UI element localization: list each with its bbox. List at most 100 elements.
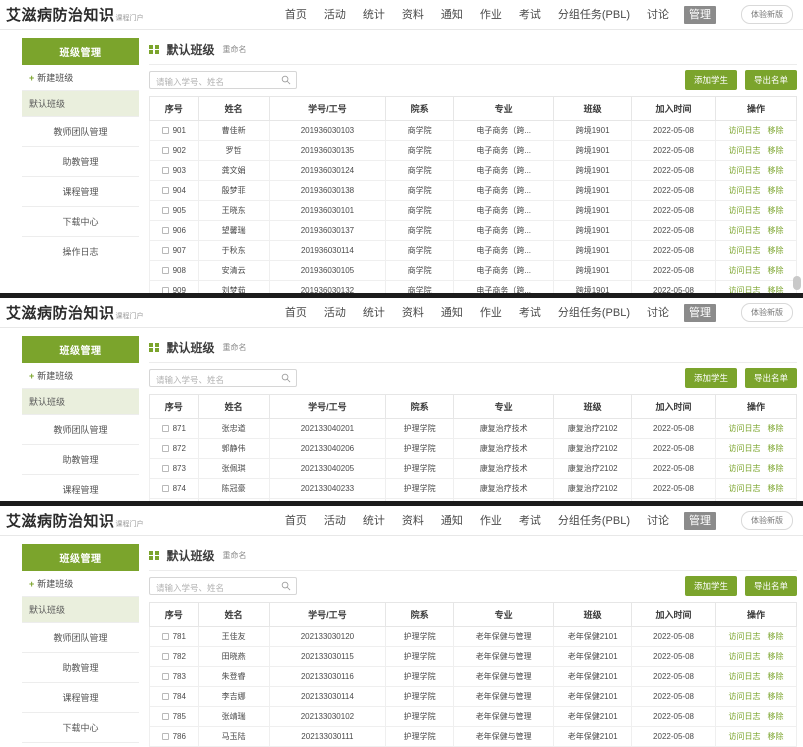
nav-item-discussion[interactable]: 讨论 xyxy=(647,8,669,21)
col-header-actions[interactable]: 操作 xyxy=(715,96,797,121)
brand[interactable]: 艾滋病防治知识 课程门户 xyxy=(6,510,144,531)
col-header-actions[interactable]: 操作 xyxy=(715,394,797,419)
nav-item-materials[interactable]: 资料 xyxy=(401,306,424,319)
col-header-class[interactable]: 班级 xyxy=(553,602,632,627)
remove-link[interactable]: 移除 xyxy=(767,732,784,741)
table-row[interactable]: 786 马玉陆 202133030111 护理学院 老年保健与管理 老年保健2101 202… xyxy=(149,726,797,747)
remove-link[interactable]: 移除 xyxy=(767,632,784,641)
table-row[interactable]: 908 安清云 201936030105 商学院 电子商务（跨... 跨境1901 2022… xyxy=(149,260,797,281)
sidebar-item-default-class[interactable]: 默认班级 xyxy=(22,91,139,116)
row-checkbox[interactable] xyxy=(161,425,169,433)
visit-log-link[interactable]: 访问日志 xyxy=(728,166,761,175)
rename-link[interactable]: 重命名 xyxy=(222,45,247,54)
nav-item-homework[interactable]: 作业 xyxy=(479,306,502,319)
remove-link[interactable]: 移除 xyxy=(767,444,784,453)
row-checkbox[interactable] xyxy=(161,247,169,255)
remove-link[interactable]: 移除 xyxy=(767,206,784,215)
sidebar-item-operation-log[interactable]: 操作日志 xyxy=(22,236,139,266)
remove-link[interactable]: 移除 xyxy=(767,166,784,175)
table-row[interactable]: 901 曹佳新 201936030103 商学院 电子商务（跨... 跨境1901 2022… xyxy=(149,120,797,141)
sidebar-item-download-center[interactable]: 下载中心 xyxy=(22,206,139,236)
sidebar-item-course[interactable]: 课程管理 xyxy=(22,682,139,712)
row-checkbox[interactable] xyxy=(161,733,169,741)
col-header-major[interactable]: 专业 xyxy=(453,96,555,121)
remove-link[interactable]: 移除 xyxy=(767,246,784,255)
visit-log-link[interactable]: 访问日志 xyxy=(728,444,761,453)
visit-log-link[interactable]: 访问日志 xyxy=(728,672,761,681)
sidebar-item-default-class[interactable]: 默认班级 xyxy=(22,597,139,622)
sidebar-item-operation-log[interactable]: 操作日志 xyxy=(22,742,139,747)
nav-item-exam[interactable]: 考试 xyxy=(518,306,541,319)
remove-link[interactable]: 移除 xyxy=(767,266,784,275)
row-checkbox[interactable] xyxy=(161,227,169,235)
visit-log-link[interactable]: 访问日志 xyxy=(728,652,761,661)
visit-log-link[interactable]: 访问日志 xyxy=(728,246,761,255)
col-header-join-time[interactable]: 加入时间 xyxy=(630,96,717,121)
col-header-class[interactable]: 班级 xyxy=(553,96,632,121)
row-checkbox[interactable] xyxy=(161,633,169,641)
col-header-name[interactable]: 姓名 xyxy=(197,96,270,121)
rename-link[interactable]: 重命名 xyxy=(222,343,247,352)
nav-item-notice[interactable]: 通知 xyxy=(440,306,463,319)
visit-log-link[interactable]: 访问日志 xyxy=(728,424,761,433)
nav-item-homework[interactable]: 作业 xyxy=(479,514,502,527)
row-checkbox[interactable] xyxy=(161,445,169,453)
col-header-student-id[interactable]: 学号/工号 xyxy=(268,96,387,121)
remove-link[interactable]: 移除 xyxy=(767,692,784,701)
row-checkbox[interactable] xyxy=(161,287,169,293)
row-checkbox[interactable] xyxy=(161,187,169,195)
scrollbar-thumb[interactable] xyxy=(793,276,801,290)
table-row[interactable]: 904 殷梦菲 201936030138 商学院 电子商务（跨... 跨境1901 2022… xyxy=(149,180,797,201)
nav-item-activity[interactable]: 活动 xyxy=(323,514,346,527)
visit-log-link[interactable]: 访问日志 xyxy=(728,732,761,741)
remove-link[interactable]: 移除 xyxy=(767,672,784,681)
add-student-button[interactable]: 添加学生 xyxy=(684,368,737,388)
try-new-version-button[interactable]: 体验新版 xyxy=(741,303,793,322)
sidebar-item-download-center[interactable]: 下载中心 xyxy=(22,712,139,742)
nav-item-activity[interactable]: 活动 xyxy=(323,306,346,319)
search-icon[interactable] xyxy=(281,581,291,591)
col-header-name[interactable]: 姓名 xyxy=(197,394,270,419)
row-checkbox[interactable] xyxy=(161,465,169,473)
table-row[interactable]: 784 李吉娜 202133030114 护理学院 老年保健与管理 老年保健2101 202… xyxy=(149,686,797,707)
col-header-index[interactable]: 序号 xyxy=(149,602,199,627)
nav-item-statistics[interactable]: 统计 xyxy=(362,306,385,319)
row-checkbox[interactable] xyxy=(161,167,169,175)
col-header-department[interactable]: 院系 xyxy=(385,394,455,419)
visit-log-link[interactable]: 访问日志 xyxy=(728,186,761,195)
export-list-button[interactable]: 导出名单 xyxy=(744,576,797,596)
row-checkbox[interactable] xyxy=(161,713,169,721)
export-list-button[interactable]: 导出名单 xyxy=(744,70,797,90)
col-header-join-time[interactable]: 加入时间 xyxy=(630,602,717,627)
search-input[interactable] xyxy=(150,580,296,596)
sidebar-item-assistant[interactable]: 助教管理 xyxy=(22,652,139,682)
sidebar-item-new-class[interactable]: + 新建班级 xyxy=(22,571,139,597)
table-row[interactable]: 781 王佳友 202133030120 护理学院 老年保健与管理 老年保健2101 202… xyxy=(149,626,797,647)
remove-link[interactable]: 移除 xyxy=(767,424,784,433)
col-header-index[interactable]: 序号 xyxy=(149,96,199,121)
remove-link[interactable]: 移除 xyxy=(767,126,784,135)
table-row[interactable]: 871 张忠道 202133040201 护理学院 康复治疗技术 康复治疗2102 2022… xyxy=(149,418,797,439)
search-box[interactable] xyxy=(149,71,297,90)
sidebar-item-assistant[interactable]: 助教管理 xyxy=(22,444,139,474)
col-header-department[interactable]: 院系 xyxy=(385,602,455,627)
search-input[interactable] xyxy=(150,74,296,90)
try-new-version-button[interactable]: 体验新版 xyxy=(741,511,793,530)
rename-link[interactable]: 重命名 xyxy=(222,551,247,560)
nav-item-notice[interactable]: 通知 xyxy=(440,8,463,21)
table-row[interactable]: 905 王晓东 201936030101 商学院 电子商务（跨... 跨境1901 2022… xyxy=(149,200,797,221)
row-checkbox[interactable] xyxy=(161,127,169,135)
nav-item-materials[interactable]: 资料 xyxy=(401,8,424,21)
sidebar-item-course[interactable]: 课程管理 xyxy=(22,474,139,501)
remove-link[interactable]: 移除 xyxy=(767,146,784,155)
table-row[interactable]: 874 陈冠豪 202133040233 护理学院 康复治疗技术 康复治疗2102 2022… xyxy=(149,478,797,499)
table-row[interactable]: 872 郭静伟 202133040206 护理学院 康复治疗技术 康复治疗2102 2022… xyxy=(149,438,797,459)
search-icon[interactable] xyxy=(281,75,291,85)
brand[interactable]: 艾滋病防治知识 课程门户 xyxy=(6,4,144,25)
visit-log-link[interactable]: 访问日志 xyxy=(728,206,761,215)
col-header-class[interactable]: 班级 xyxy=(553,394,632,419)
sidebar-item-course[interactable]: 课程管理 xyxy=(22,176,139,206)
col-header-student-id[interactable]: 学号/工号 xyxy=(268,602,387,627)
remove-link[interactable]: 移除 xyxy=(767,226,784,235)
table-row[interactable]: 909 刘梦茹 201936030132 商学院 电子商务（跨... 跨境1901 2022… xyxy=(149,280,797,293)
